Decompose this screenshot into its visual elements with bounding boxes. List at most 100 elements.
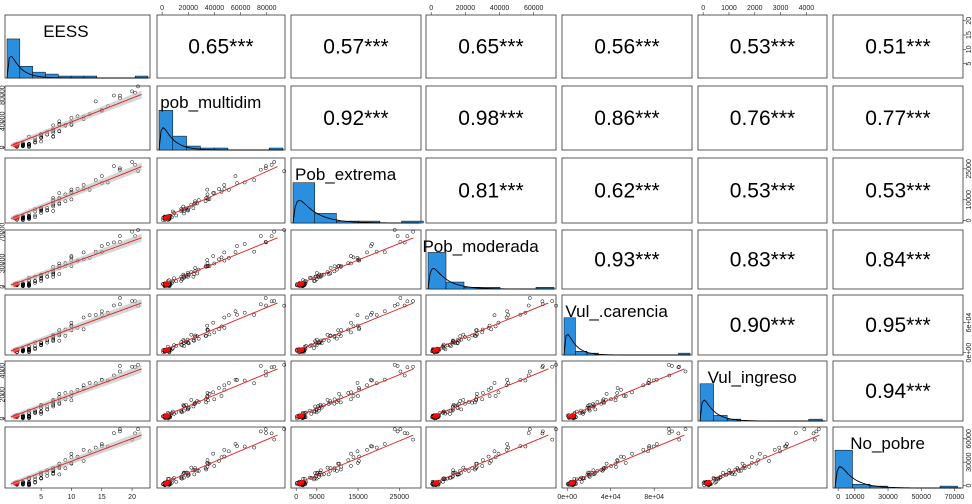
scatter-point [99,174,104,178]
scatter-point [182,408,186,413]
scatter-point [615,391,620,395]
tick-label: 15 [966,31,972,39]
scatter-point [27,481,31,486]
scatter-point [57,272,62,276]
scatter-point [411,437,415,442]
scatter-point [487,394,492,398]
tick-label: 4000 [0,363,7,379]
scatter-point [81,447,86,452]
panel-5-1 [156,360,286,422]
scatter-point [579,479,584,484]
scatter-point [136,228,140,232]
scatter-point [39,211,43,215]
scatter-point [182,344,186,349]
scatter-point [370,310,374,315]
scatter-point [506,445,511,450]
correlation-label: 0.53*** [730,36,795,59]
panel-1-4 [561,85,693,151]
scatter-point [402,431,407,435]
scatter-point [39,277,43,282]
fit-line [702,434,820,485]
scatter-point [411,364,415,369]
scatter-point [33,138,37,143]
scatter-point [33,213,37,218]
scatter-point [411,299,415,303]
scatter-point [282,169,287,174]
scatter-point [356,323,360,328]
scatter-point [282,228,287,232]
scatter-point [235,312,239,317]
scatter-point [402,373,407,378]
scatter-point [475,391,479,396]
scatter-point [27,282,31,286]
tick-label: 40000 [0,111,7,131]
scatter-point [207,332,212,337]
variable-label: pob_multidim [160,93,261,112]
variable-label: Vul_ingreso [708,368,797,387]
scatter-point [777,445,782,450]
scatter-point [205,464,210,469]
scatter-point [365,383,369,388]
scatter-point [451,468,455,473]
scatter-point [493,455,498,460]
scatter-point [489,327,494,332]
scatter-point [27,483,31,488]
scatter-point [677,437,681,442]
panel-1-5 [697,85,828,151]
confidence-band [10,162,142,221]
scatter-point [81,250,86,255]
scatter-point [496,451,501,456]
scatter-point [615,386,620,390]
correlation-label: 0.95*** [865,314,930,337]
scatter-point [493,394,498,398]
scatter-point [205,458,210,462]
panel-4-5 [697,294,828,356]
scatter-point [118,167,122,172]
scatter-point [21,415,25,419]
scatter-point [318,468,323,473]
tick-label: 40000 [490,5,510,12]
correlation-label: 0.53*** [730,180,795,203]
panel-6-5 [697,426,828,489]
panel-3-4 [561,229,693,290]
scatter-point [196,469,201,473]
correlation-label: 0.65*** [458,36,523,59]
scatter-point [740,461,745,466]
density-curve [292,199,419,224]
scatter-point [450,340,455,345]
scatter-point [191,274,196,279]
scatter-point [272,229,277,234]
scatter-point [492,381,497,385]
tick-label: 0e+00 [966,343,972,363]
scatter-point [504,315,509,320]
scatter-point [192,338,197,343]
scatter-point [205,187,210,192]
tick-label: 3000 [773,5,789,12]
scatter-point [357,386,361,390]
scatter-point [235,444,239,448]
scatter-point [193,199,197,204]
scatter-point [316,408,321,413]
scatter-point [258,429,263,434]
scatter-point [619,387,623,392]
scatter-point [211,390,216,395]
tick-label: 60000 [231,5,251,12]
scatter-point [395,234,400,238]
scatter-point [217,257,221,262]
scatter-point [207,391,212,396]
scatter-point [550,364,555,369]
scatter-point [264,240,268,245]
scatter-point [57,129,62,134]
scatter-point [325,398,330,402]
scatter-point [33,280,37,285]
scatter-point [593,407,598,412]
tick-label: 70000 [945,494,965,501]
tick-label: 6e+04 [966,313,972,333]
scatter-point [189,465,194,470]
scatter-point [222,447,227,452]
scatter-point [45,473,50,478]
scatter-point [461,465,466,470]
variable-label: No_pobre [850,434,925,453]
correlation-label: 0.65*** [188,36,253,59]
scatter-point [21,349,25,353]
